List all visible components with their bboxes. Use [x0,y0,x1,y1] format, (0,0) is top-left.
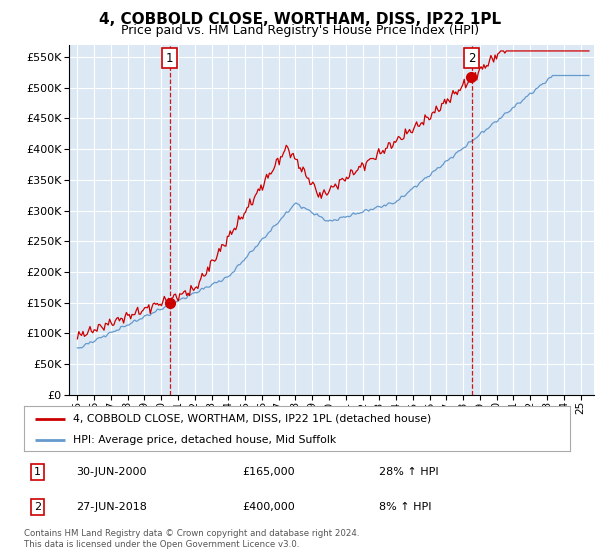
Text: HPI: Average price, detached house, Mid Suffolk: HPI: Average price, detached house, Mid … [73,435,337,445]
Text: 28% ↑ HPI: 28% ↑ HPI [379,467,439,477]
Text: £165,000: £165,000 [242,467,295,477]
Text: 2: 2 [34,502,41,512]
Text: £400,000: £400,000 [242,502,295,512]
Text: 2: 2 [468,52,475,65]
Text: 4, COBBOLD CLOSE, WORTHAM, DISS, IP22 1PL (detached house): 4, COBBOLD CLOSE, WORTHAM, DISS, IP22 1P… [73,413,431,423]
Text: 30-JUN-2000: 30-JUN-2000 [76,467,146,477]
Text: Contains HM Land Registry data © Crown copyright and database right 2024.
This d: Contains HM Land Registry data © Crown c… [24,529,359,549]
Text: 1: 1 [166,52,173,65]
Text: Price paid vs. HM Land Registry's House Price Index (HPI): Price paid vs. HM Land Registry's House … [121,24,479,37]
Text: 8% ↑ HPI: 8% ↑ HPI [379,502,431,512]
Text: 1: 1 [34,467,41,477]
Text: 27-JUN-2018: 27-JUN-2018 [76,502,147,512]
Text: 4, COBBOLD CLOSE, WORTHAM, DISS, IP22 1PL: 4, COBBOLD CLOSE, WORTHAM, DISS, IP22 1P… [99,12,501,27]
